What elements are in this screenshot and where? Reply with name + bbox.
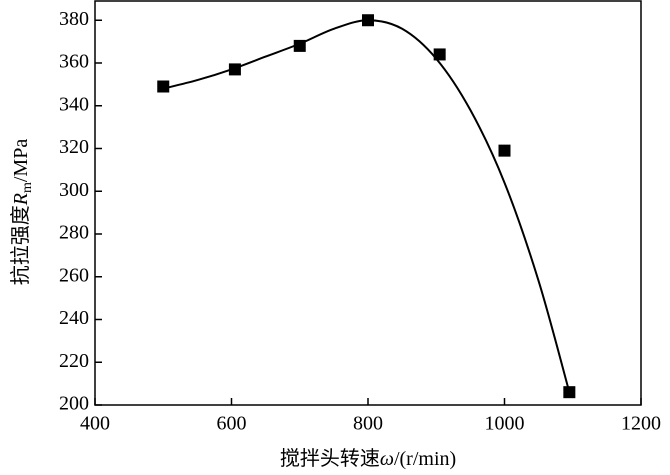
y-tick-label: 380 (59, 8, 89, 30)
x-tick-label: 800 (353, 413, 383, 435)
data-point (362, 14, 374, 27)
y-tick-label: 220 (59, 350, 89, 372)
data-point (433, 48, 446, 61)
x-tick-label: 600 (217, 413, 247, 435)
x-tick-label: 1000 (485, 413, 525, 435)
plot-frame (94, 0, 642, 406)
y-tick-label: 240 (59, 307, 89, 329)
y-tick-label: 340 (59, 93, 89, 115)
x-tick-label: 400 (80, 413, 110, 435)
data-point (563, 386, 576, 399)
data-point (228, 63, 241, 76)
y-tick-label: 260 (59, 264, 89, 286)
y-tick-label: 360 (59, 51, 89, 73)
x-tick-label: 1200 (621, 413, 661, 435)
data-point (498, 144, 511, 157)
y-tick-label: 200 (59, 393, 89, 415)
y-tick-label: 320 (59, 136, 89, 158)
y-axis-label: 抗拉强度Rm/MPa (9, 139, 36, 286)
data-point (293, 39, 306, 52)
x-axis-label: 搅拌头转速ω/(r/min) (280, 447, 456, 470)
fit-curve (163, 19, 571, 393)
data-point (157, 80, 170, 93)
y-tick-label: 300 (59, 179, 89, 201)
y-tick-label: 280 (59, 222, 89, 244)
